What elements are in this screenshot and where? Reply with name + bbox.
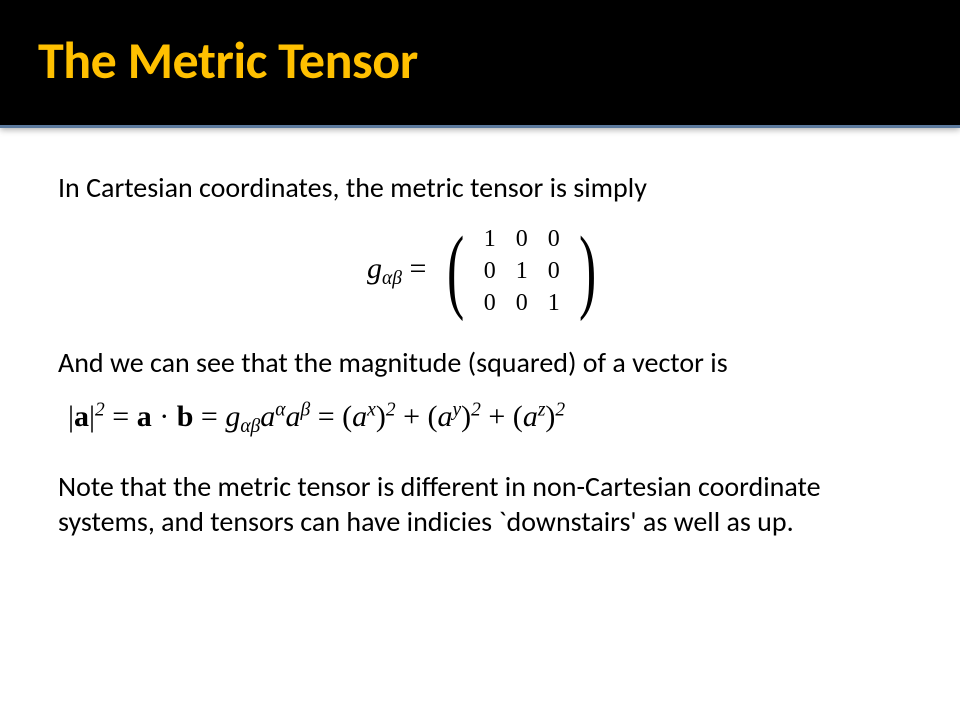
squared: 2 xyxy=(555,399,565,420)
equals: = xyxy=(105,400,137,433)
symbol-a: a xyxy=(260,400,275,433)
symbol-g: g xyxy=(367,252,382,285)
plus-open: + ( xyxy=(481,400,523,433)
vector-b: b xyxy=(177,400,194,433)
left-paren: ( xyxy=(447,233,464,308)
matrix-cell: 1 xyxy=(506,255,538,287)
symbol-a: a xyxy=(437,400,452,433)
close-paren: ) xyxy=(376,400,386,433)
equation-metric-identity: gαβ = ( 1 0 0 0 1 0 0 0 1 ) xyxy=(58,223,912,319)
equals-sign: = xyxy=(409,252,426,285)
squared: 2 xyxy=(471,399,481,420)
slide-title: The Metric Tensor xyxy=(38,28,922,92)
subscript: αβ xyxy=(240,416,260,437)
paragraph-1: In Cartesian coordinates, the metric ten… xyxy=(58,170,912,205)
superscript: β xyxy=(301,399,311,420)
matrix-cell: 0 xyxy=(506,287,538,319)
symbol-a: a xyxy=(286,400,301,433)
matrix-cell: 0 xyxy=(474,287,506,319)
matrix-cell: 0 xyxy=(538,255,570,287)
symbol-g: g xyxy=(225,400,240,433)
plus-open: + ( xyxy=(396,400,438,433)
matrix-equation: gαβ = ( 1 0 0 0 1 0 0 0 1 ) xyxy=(367,223,603,319)
slide-body: In Cartesian coordinates, the metric ten… xyxy=(0,128,960,539)
equation-magnitude: |a|2 = a · b = gαβaαaβ = (ax)2 + (ay)2 +… xyxy=(58,398,912,439)
matrix-cell: 1 xyxy=(538,287,570,319)
matrix-cell: 1 xyxy=(474,223,506,255)
close-paren: ) xyxy=(545,400,555,433)
squared: 2 xyxy=(95,399,105,420)
paragraph-2: And we can see that the magnitude (squar… xyxy=(58,345,912,380)
subscript-alpha-beta: αβ xyxy=(382,268,402,289)
vector-a2: a xyxy=(137,400,152,433)
slide-header: The Metric Tensor xyxy=(0,0,960,128)
identity-matrix: ( 1 0 0 0 1 0 0 0 1 ) xyxy=(440,223,603,319)
right-paren: ) xyxy=(579,233,596,308)
close-paren: ) xyxy=(461,400,471,433)
paragraph-3: Note that the metric tensor is different… xyxy=(58,469,912,539)
matrix-cell: 0 xyxy=(506,223,538,255)
squared: 2 xyxy=(386,399,396,420)
equals-open: = ( xyxy=(310,400,352,433)
superscript-x: x xyxy=(367,399,376,420)
superscript-y: y xyxy=(452,399,461,420)
equals: = xyxy=(193,400,225,433)
symbol-a: a xyxy=(523,400,538,433)
superscript: α xyxy=(275,399,285,420)
dot-operator: · xyxy=(152,400,177,433)
symbol-a: a xyxy=(352,400,367,433)
matrix-cell: 0 xyxy=(538,223,570,255)
vector-a: a xyxy=(74,400,89,433)
eq1-lhs: gαβ = xyxy=(367,250,426,291)
matrix-cell: 0 xyxy=(474,255,506,287)
matrix-cells: 1 0 0 0 1 0 0 0 1 xyxy=(474,223,570,319)
